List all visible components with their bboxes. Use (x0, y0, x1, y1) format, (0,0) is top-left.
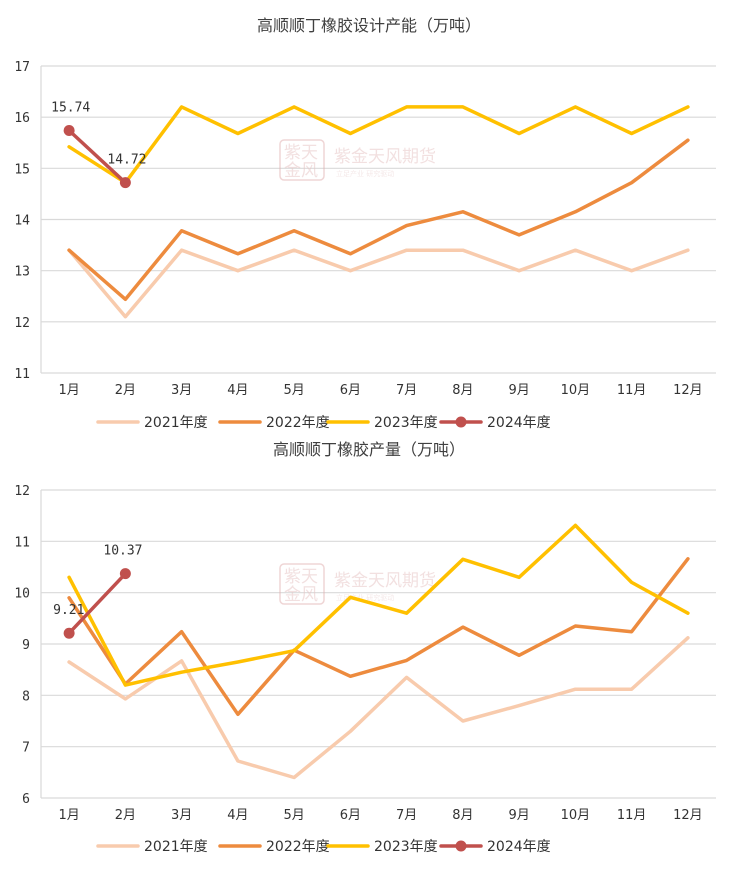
series-line-2024年度 (67, 128, 128, 185)
legend-label: 2022年度 (266, 415, 330, 431)
x-tick-label: 6月 (340, 383, 361, 398)
watermark-logo-box (279, 139, 325, 181)
data-label: 9.21 (53, 603, 84, 618)
capacity-chart-svg: 高顺顺丁橡胶设计产能（万吨） 11 12 13 14 15 16 17 1月 2月 3月 4月 5月 6月… (14, 16, 716, 431)
legend-marker-2024年度 (455, 840, 467, 852)
y-tick-label: 11 (14, 535, 30, 550)
y-tick-label: 13 (14, 265, 30, 280)
series-line-2023年度 (67, 523, 690, 687)
chart-title: 高顺顺丁橡胶设计产能（万吨） (257, 16, 481, 35)
x-tick-label: 7月 (396, 383, 417, 398)
data-point-2024年度 (63, 124, 75, 136)
x-tick-label: 8月 (452, 383, 473, 398)
legend-label: 2023年度 (374, 415, 438, 431)
legend-label: 2024年度 (487, 415, 551, 431)
production-chart: 高顺顺丁橡胶产量（万吨） 6 7 8 9 10 11 12 1月 2月 3月 4月 5月 6月 7月 8月 9月… (0, 438, 738, 878)
data-point-2024年度 (119, 568, 131, 580)
data-point-2024年度 (63, 627, 75, 639)
series-line-2022年度 (67, 557, 690, 717)
x-tick-label: 8月 (452, 808, 473, 823)
data-label: 10.37 (103, 544, 142, 559)
series-line-2024年度 (67, 571, 128, 635)
y-tick-label: 11 (14, 367, 30, 382)
series-line-2022年度 (67, 138, 690, 302)
legend-marker-2024年度 (455, 416, 467, 428)
watermark-logo-text-bottom: 金风 (284, 585, 318, 605)
watermark-text: 紫金天风期货 (334, 147, 436, 167)
x-tick-label: 3月 (171, 808, 192, 823)
data-point-2024年度 (119, 177, 131, 189)
y-tick-label: 10 (14, 587, 30, 602)
y-tick-label: 7 (22, 741, 30, 756)
x-tick-label: 5月 (283, 383, 304, 398)
y-tick-label: 12 (14, 484, 30, 499)
legend-label: 2023年度 (374, 839, 438, 855)
legend-label: 2022年度 (266, 839, 330, 855)
legend-label: 2021年度 (144, 839, 208, 855)
series-line-2021年度 (67, 248, 690, 319)
watermark-text: 紫金天风期货 (334, 571, 436, 591)
y-tick-label: 17 (14, 60, 30, 75)
capacity-chart: 高顺顺丁橡胶设计产能（万吨） 11 12 13 14 15 16 17 1月 2月 3月 4月 5月 6月… (0, 0, 738, 438)
x-tick-label: 4月 (227, 383, 248, 398)
series-line-2021年度 (67, 636, 690, 780)
x-tick-label: 11月 (617, 808, 647, 823)
watermark-logo-text-bottom: 金风 (284, 161, 318, 181)
x-tick-label: 1月 (58, 808, 79, 823)
legend-label: 2024年度 (487, 839, 551, 855)
watermark-logo-text-top: 紫天 (284, 567, 318, 587)
x-tick-label: 12月 (673, 383, 703, 398)
watermark-subtext: 立足产业 研究驱动 (336, 169, 394, 178)
y-tick-label: 16 (14, 111, 30, 126)
data-label: 14.72 (107, 153, 146, 168)
x-tick-label: 1月 (58, 383, 79, 398)
y-tick-label: 6 (22, 792, 30, 807)
y-tick-label: 8 (22, 689, 30, 704)
y-tick-label: 14 (14, 214, 30, 229)
data-label: 15.74 (51, 100, 90, 115)
y-tick-label: 12 (14, 316, 30, 331)
x-tick-label: 3月 (171, 383, 192, 398)
x-tick-label: 10月 (561, 383, 591, 398)
production-chart-svg: 高顺顺丁橡胶产量（万吨） 6 7 8 9 10 11 12 1月 2月 3月 4月 5月 6月 7月 8月 9月… (14, 440, 716, 855)
x-tick-label: 12月 (673, 808, 703, 823)
x-tick-label: 11月 (617, 383, 647, 398)
y-tick-label: 15 (14, 162, 30, 177)
x-tick-label: 10月 (561, 808, 591, 823)
legend-label: 2021年度 (144, 415, 208, 431)
x-tick-label: 6月 (340, 808, 361, 823)
chart-title: 高顺顺丁橡胶产量（万吨） (273, 440, 465, 459)
x-tick-label: 9月 (508, 383, 529, 398)
y-tick-label: 9 (22, 638, 30, 653)
x-tick-label: 4月 (227, 808, 248, 823)
x-tick-label: 2月 (115, 383, 136, 398)
x-tick-label: 7月 (396, 808, 417, 823)
x-tick-label: 2月 (115, 808, 136, 823)
series-line-2023年度 (67, 105, 690, 185)
x-tick-label: 5月 (283, 808, 304, 823)
x-tick-label: 9月 (508, 808, 529, 823)
watermark-subtext: 立足产业 研究驱动 (336, 593, 394, 602)
watermark-logo-text-top: 紫天 (284, 143, 318, 163)
watermark-logo-box (279, 563, 325, 605)
